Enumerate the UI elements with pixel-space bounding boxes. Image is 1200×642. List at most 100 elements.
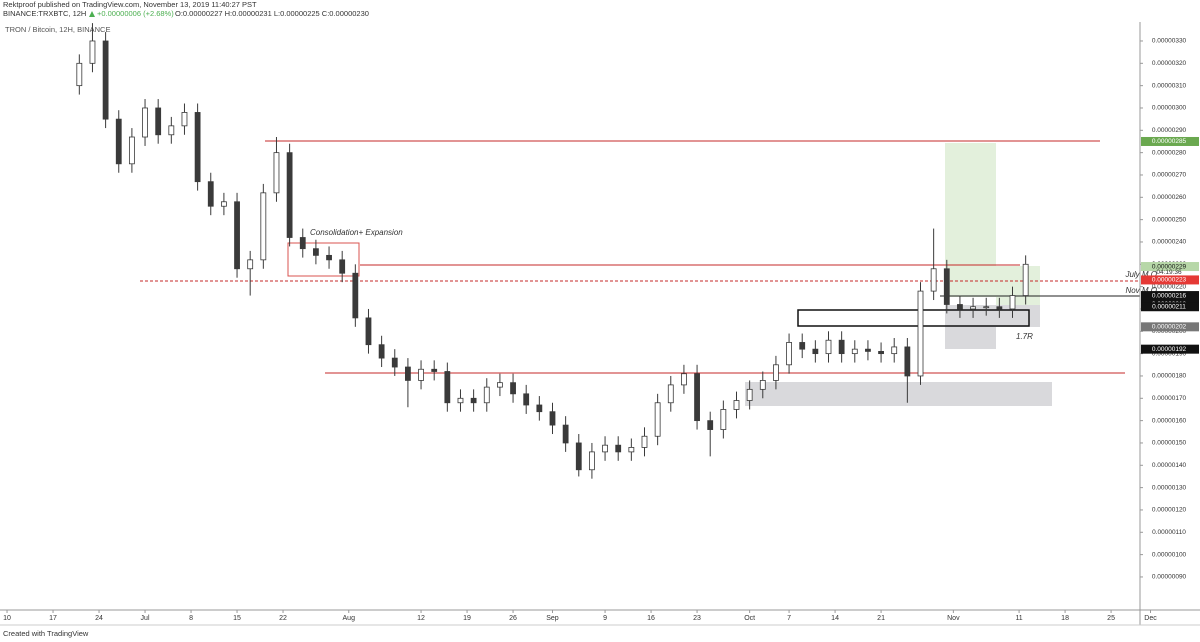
candle-body [930,268,937,292]
candle-body [313,248,319,256]
candle-body [273,152,280,194]
x-tick-label: 17 [49,615,57,622]
x-tick-label: 15 [233,615,241,622]
x-tick-label: 26 [509,615,517,622]
target-zone-small [996,266,1040,305]
candle-body [168,125,175,136]
consolidation-box [287,242,360,277]
candle-body [957,304,963,310]
candle-body [89,40,96,64]
y-tick-label: 0.00000130 [1152,484,1187,491]
candle-body [352,272,359,319]
publisher-line: Rektproof published on TradingView.com, … [3,0,257,9]
candle-body [102,40,109,120]
y-tick-label: 0.00000090 [1152,574,1187,581]
x-tick-label: Oct [744,615,755,622]
candle-body [220,201,227,207]
annotation: Consolidation+ Expansion [310,228,403,237]
x-tick-label: 10 [3,615,11,622]
price-marker [1141,344,1199,354]
demand-zone [745,382,1052,406]
candle-body [1022,263,1029,296]
candle-body [838,339,845,355]
price-marker-label: 0.00000223 [1152,277,1187,284]
x-tick-label: 24 [95,615,103,622]
y-tick-label: 0.00000240 [1152,239,1187,246]
annotation: July M.O [1124,270,1157,279]
target-zone [945,143,996,297]
y-tick-label: 0.00000330 [1152,38,1187,45]
footer: Created with TradingView [3,629,89,638]
candle-body [470,397,477,404]
candle-body [142,107,148,138]
candle-body [365,317,372,346]
price-marker [1141,262,1199,272]
price-marker [1141,136,1199,146]
y-tick-label: 0.00000120 [1152,507,1187,514]
candle-body [917,290,924,377]
price-marker-label: 0.00000211 [1152,303,1186,310]
candle-body [654,402,661,437]
pane-title: TRON / Bitcoin, 12H, BINANCE [5,25,110,34]
candle-body [602,444,608,453]
candle-body [115,118,122,165]
x-tick-label: 16 [647,615,655,622]
candle-body [970,306,976,310]
candle-body [207,181,214,207]
x-tick-label: 18 [1061,615,1069,622]
candle-body [746,388,753,401]
change: +0.00000006 (+2.68%) [97,9,174,18]
candle-body [773,364,779,381]
candle-body [996,306,1003,310]
candle-body [128,136,135,165]
candle-body [694,373,700,422]
candle-body [391,357,398,368]
candle-body [786,342,792,366]
candle-body [418,368,424,381]
candle-body [891,346,898,355]
x-tick-label: 12 [417,615,425,622]
y-tick-label: 0.00000110 [1152,529,1186,536]
y-tick-label: 0.00000100 [1152,551,1187,558]
candle-body [681,373,687,386]
price-marker [1141,275,1199,285]
candle-body [1009,295,1016,310]
candle-body [589,451,595,471]
candle-body [562,424,569,444]
y-tick-label: 0.00000310 [1152,82,1187,89]
candle-body [247,259,254,270]
candle-body [878,350,884,355]
candle-body [234,201,240,270]
y-tick-label: 0.00000140 [1152,462,1187,469]
candle-body [759,380,766,390]
price-marker-label: 0.00000216 [1152,292,1187,299]
candle-body [286,152,293,238]
candle-body [181,112,188,127]
annotation: 1.7R [1016,332,1033,341]
candle-body [194,112,201,183]
price-marker-label: 0.00000285 [1152,138,1187,145]
candle-body [549,411,556,426]
y-tick-label: 0.00000150 [1152,440,1187,447]
candle-body [825,339,832,355]
price-marker-label: 0.00000202 [1152,324,1187,331]
x-tick-label: 25 [1107,615,1115,622]
ohlc: O:0.00000227 H:0.00000231 L:0.00000225 C… [175,9,369,18]
y-tick-label: 0.00000220 [1152,283,1187,290]
candle-body [523,393,530,406]
candle-body [536,404,543,413]
x-tick-label: 21 [877,615,885,622]
x-tick-label: Aug [343,615,356,622]
price-marker [1141,302,1199,312]
candle-body [260,192,267,261]
y-tick-label: 0.00000200 [1152,328,1187,335]
y-tick-label: 0.00000260 [1152,194,1187,201]
candle-body [733,400,740,410]
candle-body [667,384,674,404]
candle-body [339,259,346,274]
y-tick-label: 0.00000290 [1152,127,1187,134]
y-tick-label: 0.00000250 [1152,216,1187,223]
x-tick-label: 23 [693,615,701,622]
candle-body [510,382,516,395]
price-marker-label: 0.00000229 [1152,263,1187,270]
